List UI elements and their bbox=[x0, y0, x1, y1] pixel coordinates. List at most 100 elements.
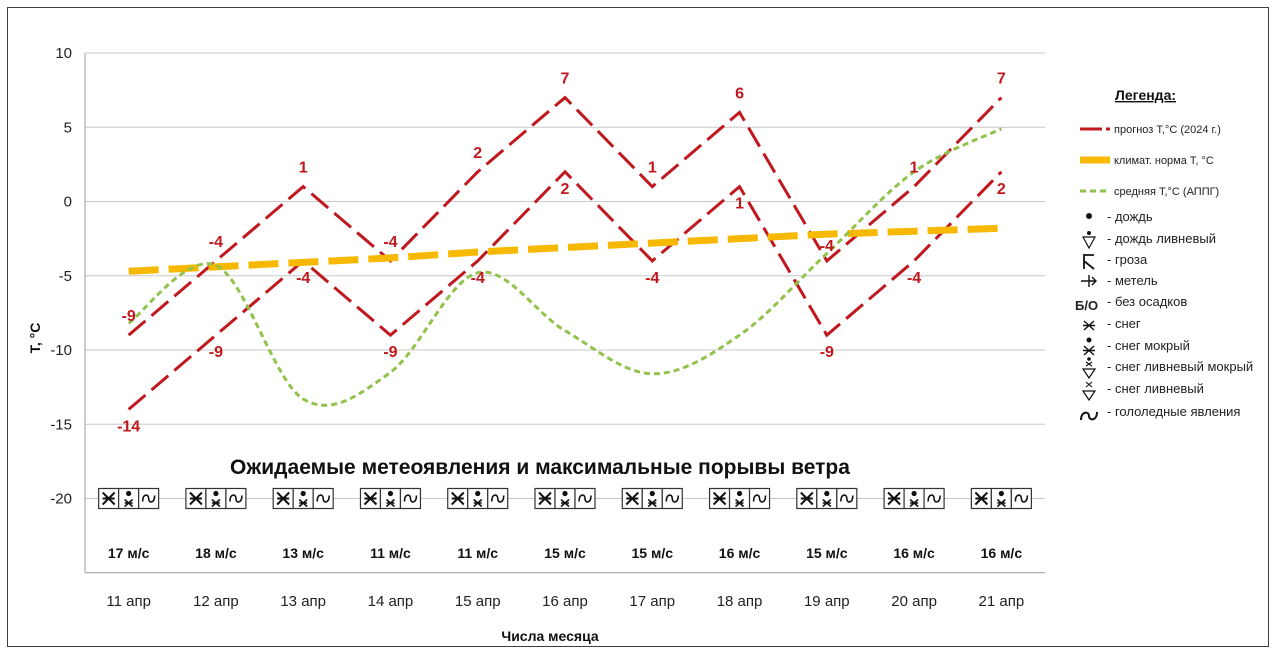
wet-snow-icon-dot bbox=[126, 490, 132, 497]
ice-icon-glyph bbox=[490, 494, 505, 503]
ice-icon-glyph bbox=[403, 494, 418, 503]
wet-snow-icon-dot bbox=[475, 490, 481, 497]
blizzard-icon bbox=[1081, 275, 1097, 287]
wind-label: 16 м/с bbox=[719, 545, 761, 561]
x-tick-label: 18 апр bbox=[717, 593, 763, 610]
legend-symbol-label: - снег ливневый bbox=[1107, 381, 1204, 396]
x-tick-label: 13 апр bbox=[280, 593, 326, 610]
snow-icon bbox=[1083, 320, 1095, 331]
data-label: 2 bbox=[561, 181, 570, 198]
data-label: -9 bbox=[209, 344, 223, 361]
wind-label: 16 м/с bbox=[893, 545, 935, 561]
ice-icon-glyph bbox=[229, 494, 243, 503]
data-label: 7 bbox=[561, 71, 570, 88]
wind-label: 17 м/с bbox=[108, 545, 150, 561]
wet-snow-icon-dot bbox=[998, 490, 1004, 497]
snow-icon-glyph bbox=[189, 491, 203, 506]
wet-snow-icon-glyph bbox=[473, 498, 483, 508]
wind-label: 15 м/с bbox=[632, 545, 674, 561]
data-label: -9 bbox=[820, 344, 834, 361]
shower-rain-icon bbox=[1081, 231, 1097, 250]
wet-snow-icon-glyph bbox=[909, 498, 919, 508]
data-label: 1 bbox=[648, 160, 657, 177]
legend-symbol-label: - снег ливневый мокрый bbox=[1107, 359, 1253, 374]
x-ticks: 11 апр 12 апр 13 апр 14 апр 15 апр 16 апр 17 а… bbox=[106, 593, 1024, 610]
data-label: 1 bbox=[910, 160, 919, 177]
x-tick-label: 12 апр bbox=[193, 593, 239, 610]
snow-icon-glyph bbox=[800, 491, 814, 506]
wind-label: 13 м/с bbox=[282, 545, 324, 561]
y-tick-label: -10 bbox=[50, 342, 72, 359]
x-tick-label: 11 апр bbox=[106, 593, 151, 610]
wet-snow-icon-dot bbox=[562, 490, 568, 497]
wet-snow-icon-dot bbox=[300, 490, 306, 497]
no-precipitation-glyph: Б/О bbox=[1075, 298, 1098, 313]
y-axis-title: Т, °С bbox=[27, 323, 43, 354]
data-label: -4 bbox=[383, 234, 397, 251]
data-label: -14 bbox=[117, 418, 140, 435]
shower-snow-icon bbox=[1081, 381, 1097, 402]
series-line-forecast-1 bbox=[127, 169, 1003, 411]
snow-icon-glyph bbox=[974, 491, 989, 506]
wind-labels: 17 м/с 18 м/с 13 м/с 11 м/с 11 м/с 15 м/с 15 м… bbox=[108, 545, 1022, 561]
wet-snow-icon-dot bbox=[911, 490, 917, 497]
data-label: 1 bbox=[735, 196, 744, 213]
wind-label: 18 м/с bbox=[195, 545, 237, 561]
wet-snow-icon-glyph bbox=[124, 498, 134, 508]
phenomena-icon-group bbox=[621, 487, 683, 510]
data-label: -9 bbox=[122, 308, 136, 325]
x-tick-label: 20 апр bbox=[891, 593, 937, 610]
phenomena-icon-group bbox=[359, 487, 422, 510]
legend-symbol-label: - дождь ливневый bbox=[1107, 231, 1216, 246]
wet-snow-icon-dot bbox=[824, 490, 830, 497]
x-tick-label: 15 апр bbox=[455, 593, 501, 610]
series-line-norm bbox=[128, 224, 1002, 275]
phenomena-caption: Ожидаемые метеоявления и максимальные по… bbox=[230, 456, 850, 479]
y-tick-label: 0 bbox=[64, 194, 72, 211]
snow-icon-glyph bbox=[451, 491, 465, 506]
ice-icon-glyph bbox=[578, 494, 592, 503]
legend-line-label: прогноз Т,°С (2024 г.) bbox=[1114, 124, 1221, 136]
wet-snow-icon-glyph bbox=[385, 498, 395, 508]
phenomena-icon-group bbox=[98, 487, 160, 510]
y-tick-label: -15 bbox=[50, 416, 72, 433]
wet-snow-icon-glyph bbox=[560, 498, 570, 508]
legend-symbol-label: - метель bbox=[1107, 273, 1158, 288]
phenomena-icon-group bbox=[447, 487, 509, 510]
rain-icon bbox=[1086, 213, 1092, 219]
wind-label: 16 м/с bbox=[981, 545, 1023, 561]
snow-icon-glyph bbox=[625, 491, 639, 506]
wet-snow-icon-glyph bbox=[647, 498, 657, 508]
y-tick-label: -20 bbox=[50, 491, 72, 508]
data-label: -4 bbox=[471, 270, 485, 287]
legend-symbol-label: - дождь bbox=[1107, 209, 1153, 224]
legend-symbol-label: - гололедные явления bbox=[1107, 404, 1240, 419]
wind-label: 11 м/с bbox=[457, 545, 498, 561]
wet-snow-icon-dot bbox=[649, 490, 655, 497]
grid bbox=[84, 52, 1045, 574]
snow-icon-glyph bbox=[887, 491, 901, 506]
wind-label: 11 м/с bbox=[370, 545, 411, 561]
legend-symbol-label: - снег bbox=[1107, 316, 1141, 331]
data-label: -4 bbox=[209, 234, 223, 251]
phenomena-icon-group bbox=[708, 487, 771, 510]
wind-label: 15 м/с bbox=[544, 545, 586, 561]
data-labels: -9 -4 1 -4 2 7 1 6 -4 1 7 -14 -9 -4 -9 -4 2 -4 1 -9 -4 2 bbox=[117, 71, 1006, 436]
wet-snow-icon-glyph bbox=[211, 498, 221, 508]
snow-icon-glyph bbox=[101, 491, 116, 506]
wet-snow-icon-glyph bbox=[298, 498, 308, 508]
x-tick-label: 16 апр bbox=[542, 593, 588, 610]
snow-icon-glyph bbox=[538, 491, 552, 506]
phenomena-icon-group bbox=[970, 487, 1032, 510]
wind-label: 15 м/с bbox=[806, 545, 848, 561]
data-label: -9 bbox=[383, 344, 397, 361]
data-label: -4 bbox=[820, 238, 834, 255]
data-label: 6 bbox=[735, 85, 744, 102]
ice-icon-glyph bbox=[316, 494, 330, 503]
shower-wet-snow-icon bbox=[1081, 357, 1097, 380]
phenomena-icon-group bbox=[272, 487, 334, 510]
wet-snow-icon-dot bbox=[387, 490, 394, 497]
data-label: 2 bbox=[473, 145, 482, 162]
x-tick-label: 21 апр bbox=[979, 593, 1025, 610]
wet-snow-icon-glyph bbox=[735, 498, 745, 508]
